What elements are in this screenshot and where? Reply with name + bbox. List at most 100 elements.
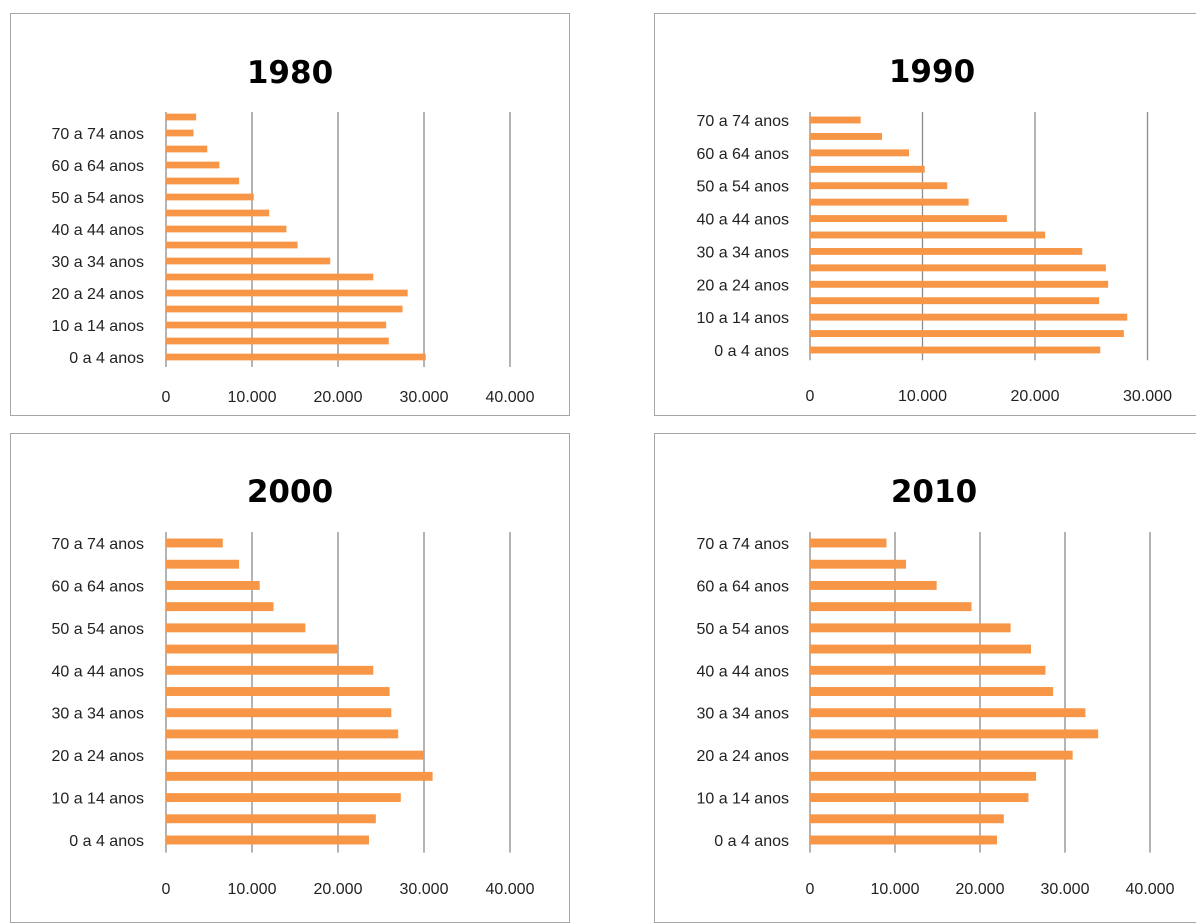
x-tick-label-1980-0: 0 <box>162 389 171 406</box>
bar-1990-5 <box>810 264 1106 272</box>
bar-2000-10 <box>166 623 306 633</box>
chart-2000: 2000 0 10.000 20.000 30.000 40.000 0 a 4 anos 1… <box>51 474 535 898</box>
bar-2010-5 <box>810 729 1099 739</box>
x-tick-label-2000-0: 0 <box>162 881 171 898</box>
bar-1990-11 <box>810 165 925 173</box>
bar-2000-13 <box>166 559 240 569</box>
x-tick-label-2000-30000: 30.000 <box>400 881 449 898</box>
bar-2000-1 <box>166 814 376 824</box>
bar-2000-12 <box>166 580 260 590</box>
x-tick-label-1990-0: 0 <box>806 388 815 405</box>
bar-1980-10 <box>166 193 254 201</box>
chart-panel-1990: 1990 0 10.000 20.000 30.000 0 a 4 anos 10 a 14… <box>654 13 1196 416</box>
category-label-2000-6: 30 a 34 anos <box>51 706 144 723</box>
chart-panel-2010: 2010 0 10.000 20.000 30.000 40.000 0 a 4 anos 1… <box>654 433 1196 923</box>
x-tick-label-2010-0: 0 <box>806 881 815 898</box>
bar-2010-9 <box>810 644 1031 654</box>
bar-2000-5 <box>166 729 399 739</box>
bar-2010-4 <box>810 750 1073 760</box>
category-label-2000-12: 60 a 64 anos <box>51 578 144 595</box>
x-tick-label-1990-10000: 10.000 <box>898 388 947 405</box>
bar-1980-1 <box>166 337 389 345</box>
category-label-1980-10: 50 a 54 anos <box>51 190 144 207</box>
bar-1980-11 <box>166 177 240 185</box>
chart-title-1990: 1990 <box>889 54 975 90</box>
category-label-2000-14: 70 a 74 anos <box>51 536 144 553</box>
bar-1990-6 <box>810 247 1083 255</box>
bar-2000-8 <box>166 665 374 675</box>
chart-title-1980: 1980 <box>247 55 333 91</box>
category-label-1980-8: 40 a 44 anos <box>51 222 144 239</box>
bar-1980-15 <box>166 113 197 121</box>
bar-1990-0 <box>810 346 1101 354</box>
x-tick-label-1980-40000: 40.000 <box>486 389 535 406</box>
category-label-2000-2: 10 a 14 anos <box>51 791 144 808</box>
bar-1980-13 <box>166 145 208 153</box>
x-tick-label-1980-20000: 20.000 <box>314 389 363 406</box>
bar-2010-12 <box>810 580 937 590</box>
bar-1990-2 <box>810 313 1128 321</box>
category-label-1980-2: 10 a 14 anos <box>51 318 144 335</box>
category-label-1990-8: 40 a 44 anos <box>696 212 789 229</box>
category-label-2010-10: 50 a 54 anos <box>696 621 789 638</box>
bar-1980-7 <box>166 241 298 249</box>
category-label-1990-10: 50 a 54 anos <box>696 179 789 196</box>
category-label-1990-4: 20 a 24 anos <box>696 277 789 294</box>
chart-panel-1980: 1980 0 10.000 20.000 30.000 40.000 0 a 4 anos 1… <box>10 13 570 416</box>
bar-1980-8 <box>166 225 287 233</box>
x-tick-label-2000-10000: 10.000 <box>228 881 277 898</box>
category-label-1980-4: 20 a 24 anos <box>51 286 144 303</box>
category-label-2010-12: 60 a 64 anos <box>696 578 789 595</box>
bar-2010-14 <box>810 538 887 548</box>
bar-1980-4 <box>166 289 408 297</box>
category-label-2000-10: 50 a 54 anos <box>51 621 144 638</box>
chart-2010: 2010 0 10.000 20.000 30.000 40.000 0 a 4 anos 1… <box>696 474 1175 898</box>
chart-panel-2000: 2000 0 10.000 20.000 30.000 40.000 0 a 4 anos 1… <box>10 433 570 923</box>
x-tick-label-2000-40000: 40.000 <box>486 881 535 898</box>
bar-2010-6 <box>810 708 1086 718</box>
category-label-1990-0: 0 a 4 anos <box>714 343 789 360</box>
bar-2000-7 <box>166 687 390 696</box>
bar-1980-14 <box>166 129 194 137</box>
category-label-2010-4: 20 a 24 anos <box>696 748 789 765</box>
x-tick-label-2010-10000: 10.000 <box>871 881 920 898</box>
bar-1990-10 <box>810 182 948 190</box>
bar-1990-3 <box>810 297 1100 305</box>
bar-2010-7 <box>810 687 1054 696</box>
bar-2010-2 <box>810 793 1029 803</box>
category-label-1980-14: 70 a 74 anos <box>51 126 144 143</box>
x-tick-label-2010-30000: 30.000 <box>1041 881 1090 898</box>
bar-1980-0 <box>166 353 426 361</box>
bar-1990-7 <box>810 231 1046 239</box>
bar-2010-11 <box>810 602 972 612</box>
category-label-2000-8: 40 a 44 anos <box>51 663 144 680</box>
category-label-2000-4: 20 a 24 anos <box>51 748 144 765</box>
x-tick-label-2000-20000: 20.000 <box>314 881 363 898</box>
bar-1990-9 <box>810 198 969 206</box>
x-tick-label-1980-30000: 30.000 <box>400 389 449 406</box>
category-label-1990-6: 30 a 34 anos <box>696 244 789 261</box>
category-label-2010-0: 0 a 4 anos <box>714 833 789 850</box>
bar-1990-12 <box>810 149 909 157</box>
chart-1980: 1980 0 10.000 20.000 30.000 40.000 0 a 4 anos 1… <box>51 55 535 406</box>
bar-2000-6 <box>166 708 392 718</box>
bar-1990-1 <box>810 330 1124 338</box>
bar-1990-14 <box>810 116 861 124</box>
x-tick-label-2010-20000: 20.000 <box>956 881 1005 898</box>
bar-2000-4 <box>166 750 424 760</box>
bar-1980-3 <box>166 305 403 313</box>
bar-2010-1 <box>810 814 1004 824</box>
category-label-2000-0: 0 a 4 anos <box>69 833 144 850</box>
bar-2000-2 <box>166 793 401 803</box>
bar-1980-12 <box>166 161 220 169</box>
bar-1990-8 <box>810 215 1007 223</box>
bar-1980-9 <box>166 209 270 217</box>
bar-2010-0 <box>810 835 997 845</box>
category-label-1980-6: 30 a 34 anos <box>51 254 144 271</box>
bar-2010-3 <box>810 771 1037 781</box>
category-label-1980-0: 0 a 4 anos <box>69 350 144 367</box>
x-tick-label-2010-40000: 40.000 <box>1126 881 1175 898</box>
x-tick-label-1990-20000: 20.000 <box>1011 388 1060 405</box>
bar-2010-13 <box>810 559 907 569</box>
category-label-1980-12: 60 a 64 anos <box>51 158 144 175</box>
